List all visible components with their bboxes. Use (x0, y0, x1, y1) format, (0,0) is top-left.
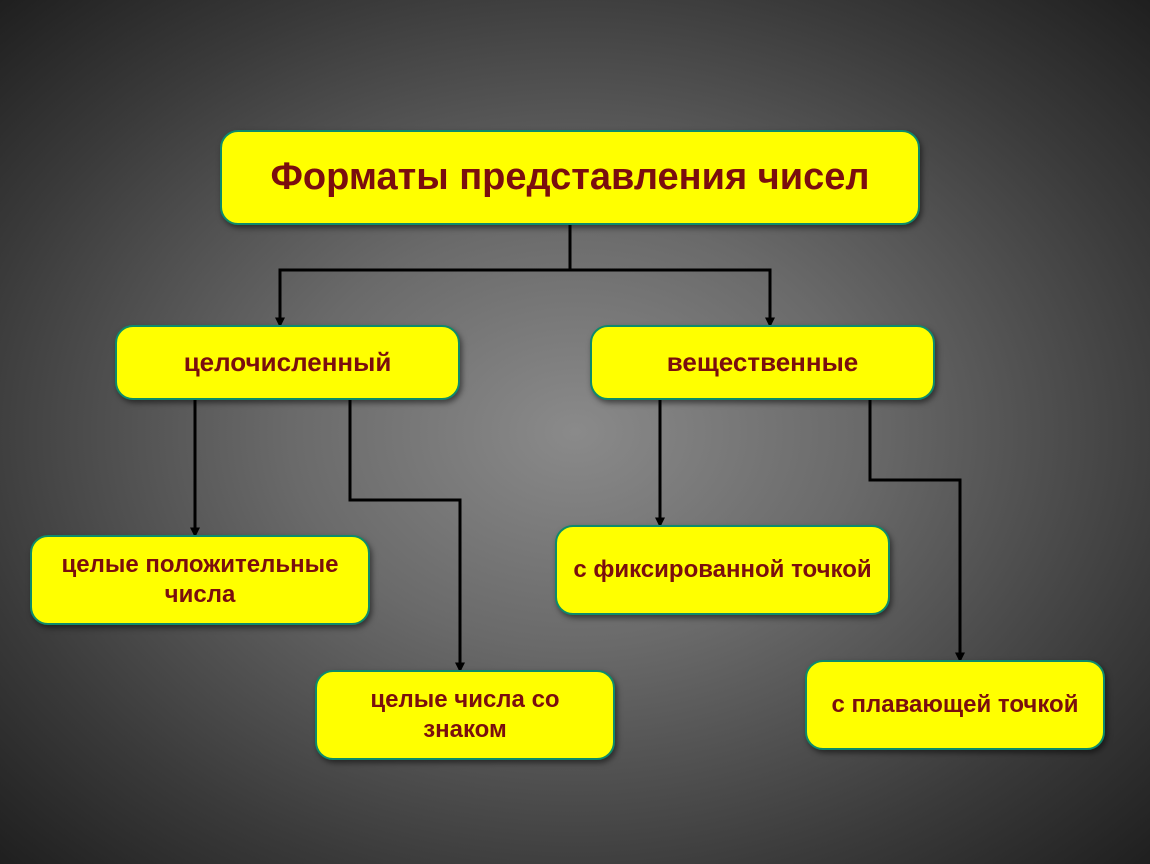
node-signed_int: целые числа со знаком (315, 670, 615, 760)
edge-root-to-integer (280, 225, 570, 325)
node-fixed_point: с фиксированной точкой (555, 525, 890, 615)
edge-integer-to-signed_int (350, 400, 460, 670)
edge-root-to-real (570, 225, 770, 325)
node-integer: целочисленный (115, 325, 460, 400)
node-positive_int: целые положительные числа (30, 535, 370, 625)
node-root: Форматы представления чисел (220, 130, 920, 225)
node-float_point: с плавающей точкой (805, 660, 1105, 750)
node-real: вещественные (590, 325, 935, 400)
